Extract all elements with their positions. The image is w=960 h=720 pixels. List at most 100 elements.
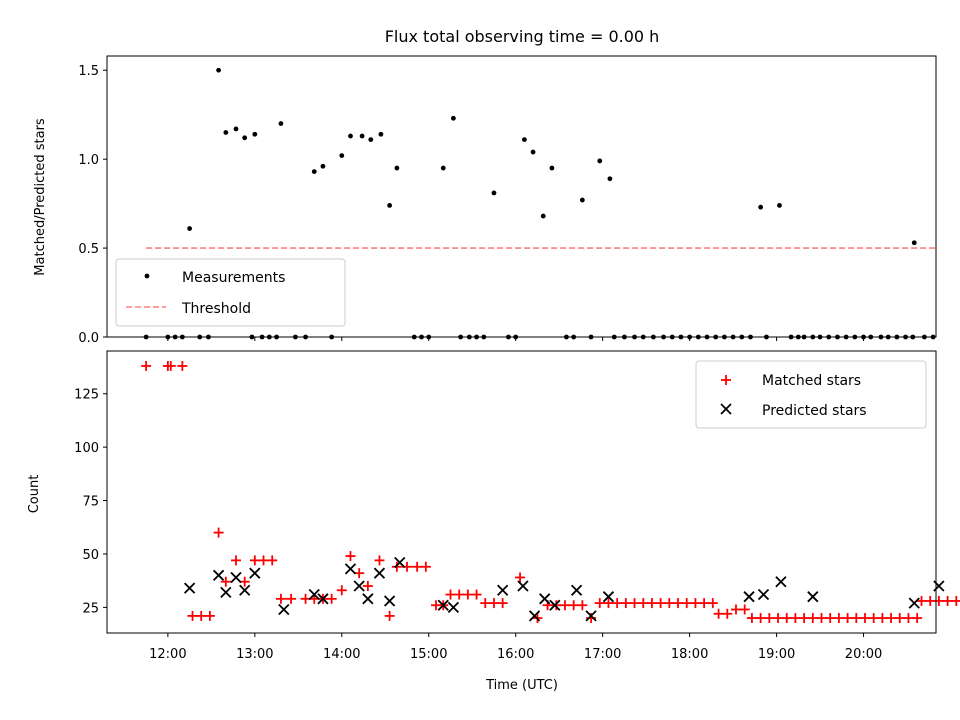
predicted-legend-marker [720, 403, 732, 415]
measurement-point [394, 165, 400, 171]
measurement-point [368, 137, 374, 142]
matched-star-point [842, 613, 853, 624]
measurement-point [320, 163, 326, 169]
matched-star-point [790, 613, 801, 624]
matched-star-point [713, 608, 724, 619]
predicted-star-point [212, 569, 225, 581]
matched-star-point [141, 360, 152, 371]
predicted-star-point [230, 571, 242, 584]
measurements-legend-label: Measurements [182, 270, 285, 286]
ratio-y-ticks: 0.0 0.5 1.0 1.5 [78, 64, 107, 346]
predicted-star-point [447, 601, 460, 614]
matched-star-point [187, 610, 198, 621]
count-legend: Matched stars Predicted stars [695, 360, 927, 429]
matched-star-point [851, 613, 862, 624]
matched-star-point [739, 604, 750, 615]
measurement-point [233, 126, 239, 132]
predicted-star-point [908, 597, 920, 609]
matched-star-point [445, 589, 456, 600]
matched-star-point [912, 613, 923, 624]
predicted-star-point [528, 610, 541, 622]
count-panel: 25 50 75 100 125 12:00 13:00 14:00 15:00 16:00 17… [27, 350, 960, 693]
measurements-legend-marker [144, 273, 150, 279]
matched-star-point [420, 561, 431, 572]
predicted-star-point [220, 586, 232, 599]
threshold-legend-label: Threshold [181, 301, 251, 317]
predicted-star-point [517, 580, 529, 592]
matched-star-point [807, 613, 818, 624]
matched-star-point [825, 613, 836, 624]
matched-star-point [699, 598, 710, 609]
count-x-tick-label: 16:00 [497, 647, 534, 662]
count-legend-box [695, 360, 927, 429]
measurement-point [387, 202, 393, 208]
matched-star-point [220, 576, 231, 587]
count-y-tick-label: 25 [82, 601, 99, 616]
predicted-star-point [743, 591, 755, 603]
count-y-tick-label: 125 [74, 388, 99, 403]
matched-star-point [577, 600, 588, 611]
matched-star-point [462, 589, 473, 600]
matched-star-point [620, 598, 631, 609]
measurement-point [311, 169, 317, 175]
count-x-axis-label: Time (UTC) [485, 678, 558, 693]
matched-star-point [559, 600, 570, 611]
matched-star-point [594, 598, 605, 609]
measurement-point [278, 121, 284, 126]
predicted-star-point [239, 584, 251, 596]
matched-star-point [681, 598, 692, 609]
matched-star-point [345, 551, 356, 562]
measurement-point [223, 130, 229, 135]
predicted-star-point [308, 588, 320, 601]
predicted-star-point [373, 567, 386, 579]
matched-star-point [903, 613, 914, 624]
matched-star-point [362, 581, 373, 591]
count-marks [141, 360, 960, 624]
matched-star-point [568, 600, 579, 611]
ratio-legend: Measurements Threshold [115, 258, 346, 327]
count-x-tick-label: 14:00 [323, 647, 360, 662]
predicted-star-point [362, 593, 374, 605]
measurement-point [187, 226, 193, 231]
ratio-y-tick-label: 0.0 [78, 331, 99, 346]
matched-star-point [916, 595, 927, 606]
predicted-star-point [383, 595, 396, 607]
count-x-ticks: 12:00 13:00 14:00 15:00 16:00 17:00 18:00 19:00… [149, 633, 882, 662]
predicted-star-point [775, 576, 787, 588]
predicted-star-point [602, 591, 615, 603]
predicted-legend-label: Predicted stars [762, 403, 867, 419]
matched-star-point [471, 589, 482, 600]
matched-star-point [638, 598, 649, 609]
measurement-point [378, 131, 384, 137]
matched-star-point [722, 608, 733, 619]
matched-star-point [374, 555, 385, 566]
ratio-panel: 0.0 0.5 1.0 1.5 Matched/Predicted stars Mea… [33, 55, 937, 346]
matched-star-point [213, 527, 224, 538]
measurement-point [549, 165, 555, 171]
matched-star-point [781, 613, 792, 624]
matched-star-point [412, 561, 423, 572]
predicted-star-point [183, 582, 196, 594]
count-plot-frame [106, 350, 937, 634]
matched-star-point [894, 613, 905, 624]
matched-star-point [942, 595, 953, 606]
ratio-y-tick-label: 1.0 [78, 153, 99, 168]
predicted-star-point [317, 593, 329, 605]
measurement-point [530, 149, 536, 155]
measurement-point [450, 115, 456, 121]
matched-star-point [755, 613, 766, 624]
measurement-point [579, 197, 585, 203]
matched-star-point [603, 598, 614, 609]
matched-star-point [480, 598, 491, 609]
matched-star-point [877, 613, 888, 624]
count-x-tick-label: 12:00 [149, 647, 186, 662]
matched-star-point [454, 589, 465, 600]
predicted-star-point [570, 584, 583, 596]
measurement-point [521, 137, 527, 142]
matched-star-point [886, 613, 897, 624]
matched-star-point [799, 613, 810, 624]
measurement-point [911, 240, 917, 246]
matched-star-point [230, 555, 241, 566]
matched-star-point [384, 610, 395, 621]
matched-star-point [612, 598, 623, 609]
